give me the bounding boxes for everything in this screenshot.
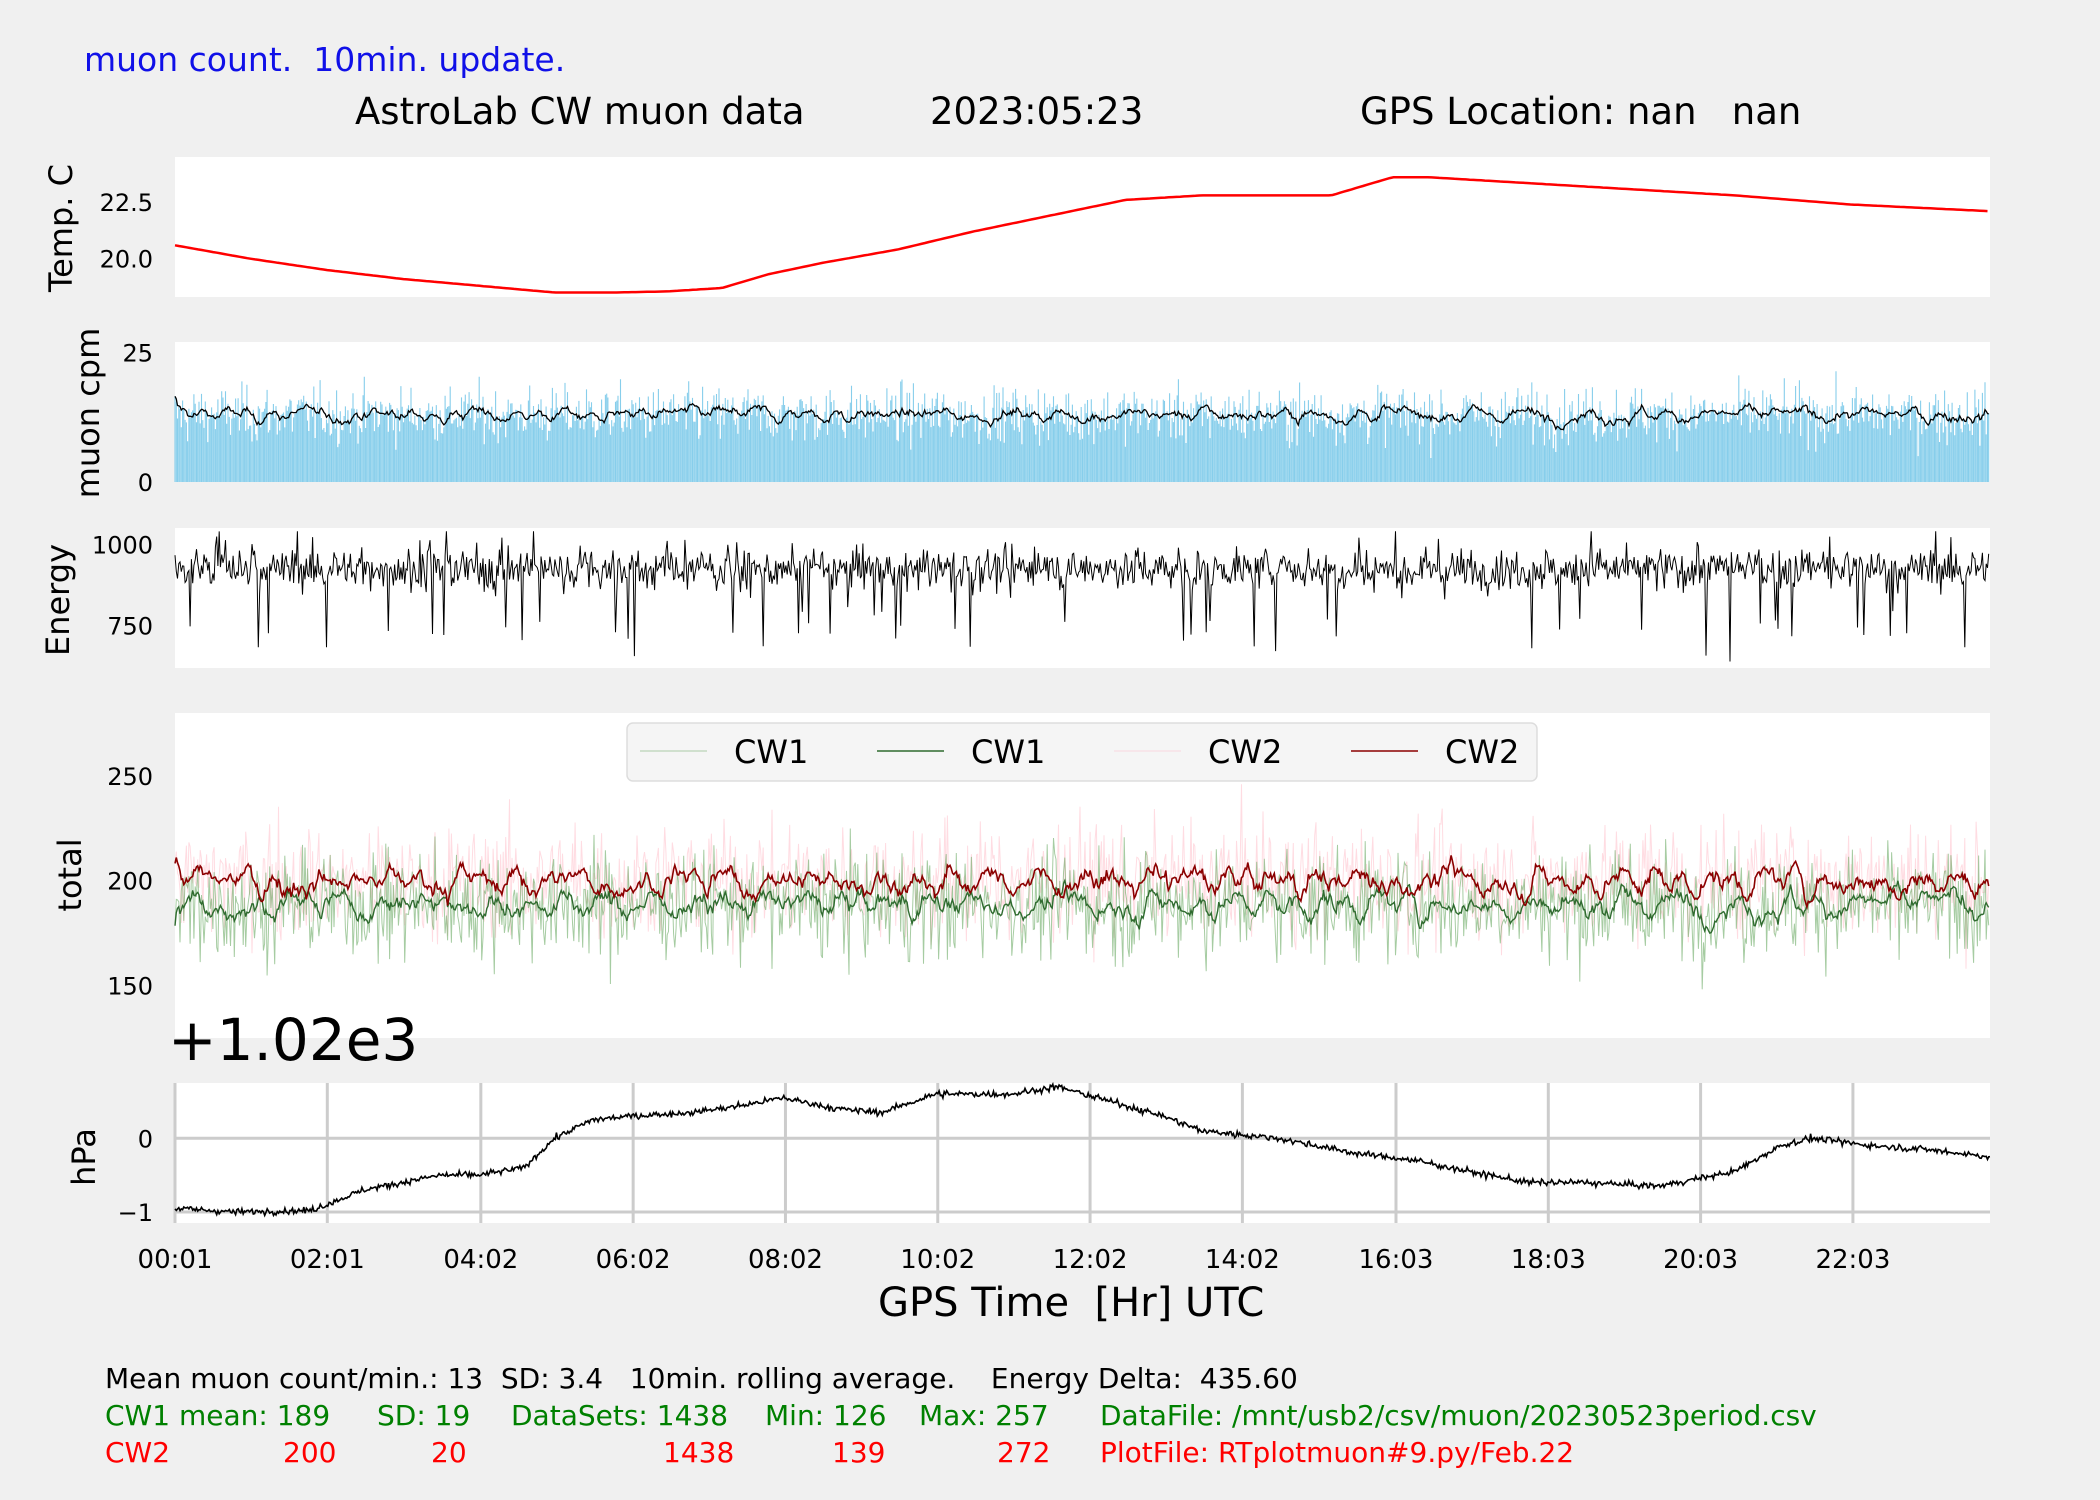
panel-pressure-bg: [175, 1083, 1990, 1223]
y-tick-label: 20.0: [100, 246, 153, 274]
muon-bars: [174, 371, 1990, 482]
y-tick-label: −1: [118, 1199, 153, 1227]
gps-location: GPS Location: nan nan: [1360, 90, 1802, 133]
cw2-plotfile: PlotFile: RTplotmuon#9.py/Feb.22: [1100, 1436, 1575, 1469]
total-ylabel: total: [51, 838, 89, 911]
x-tick-label: 22:03: [1815, 1245, 1890, 1275]
x-tick-label: 18:03: [1511, 1245, 1586, 1275]
muon-rolling-average-line: [174, 396, 1989, 431]
cw1-min: Min: 126: [765, 1399, 887, 1432]
x-tick-label: 10:02: [900, 1245, 975, 1275]
x-tick-label: 12:02: [1053, 1245, 1128, 1275]
cw1-datafile: DataFile: /mnt/usb2/csv/muon/20230523per…: [1100, 1399, 1817, 1432]
pressure-line: [174, 1081, 1991, 1218]
chart-title: AstroLab CW muon data: [355, 90, 805, 133]
cw2-mean: 200: [283, 1436, 337, 1469]
cw1-datasets: DataSets: 1438: [511, 1399, 729, 1432]
x-tick-label: 14:02: [1205, 1245, 1280, 1275]
x-axis-label: GPS Time [Hr] UTC: [878, 1280, 1265, 1326]
pressure-ylabel: hPa: [65, 1128, 103, 1186]
cw2-min: 139: [832, 1436, 886, 1469]
x-tick-label: 06:02: [596, 1245, 671, 1275]
cw1-raw-line: [174, 828, 1990, 990]
y-tick-label: 0: [138, 469, 153, 497]
cw1-max: Max: 257: [919, 1399, 1049, 1432]
y-tick-label: 1000: [92, 531, 153, 559]
x-tick-label: 16:03: [1359, 1245, 1434, 1275]
legend-label: CW1: [971, 733, 1045, 771]
legend-label: CW2: [1208, 733, 1282, 771]
cw1-mean: CW1 mean: 189: [105, 1399, 331, 1432]
cw2-raw-line: [174, 784, 1990, 969]
chart-date: 2023:05:23: [930, 90, 1144, 133]
energy-ylabel: Energy: [39, 544, 77, 656]
y-tick-label: 0: [138, 1125, 153, 1153]
y-tick-label: 22.5: [100, 189, 153, 217]
pressure-grid: [173, 1083, 1990, 1223]
tick-labels: 00:01 02:01 04:02 06:02 08:02 10:02 12:02 14:02…: [92, 189, 1890, 1275]
cw1-sd: SD: 19: [377, 1399, 471, 1432]
legend-label: CW1: [734, 733, 808, 771]
cw2-name: CW2: [105, 1436, 171, 1469]
y-tick-label: 750: [107, 613, 153, 641]
temperature-line: [174, 176, 1988, 294]
x-tick-label: 04:02: [443, 1245, 518, 1275]
y-tick-label: 150: [107, 973, 153, 1001]
cw2-sd: 20: [431, 1436, 467, 1469]
legend: CW1 CW1 CW2 CW2: [626, 722, 1538, 782]
chart-subtitle: muon count. 10min. update.: [84, 40, 566, 79]
muon-ylabel: muon cpm: [69, 328, 107, 499]
cw1-average-line: [174, 878, 1990, 934]
pressure-offset-label: +1.02e3: [168, 1006, 419, 1074]
legend-box: [626, 722, 1538, 782]
stats-line-muon: Mean muon count/min.: 13 SD: 3.4 10min. …: [105, 1362, 1298, 1395]
x-tick-label: 00:01: [138, 1245, 213, 1275]
x-tick-label: 02:01: [290, 1245, 365, 1275]
legend-label: CW2: [1445, 733, 1519, 771]
x-tick-label: 20:03: [1663, 1245, 1738, 1275]
x-tick-label: 08:02: [748, 1245, 823, 1275]
cw2-max: 272: [997, 1436, 1051, 1469]
y-tick-label: 25: [122, 339, 153, 367]
chart-marks: [174, 176, 1991, 1218]
cw2-datasets: 1438: [663, 1436, 735, 1469]
temp-ylabel: Temp. C: [42, 164, 80, 293]
y-tick-label: 250: [107, 763, 153, 791]
panel-temp-bg: [175, 157, 1990, 297]
cw2-average-line: [174, 855, 1990, 911]
y-tick-label: 200: [107, 868, 153, 896]
energy-line: [174, 531, 1990, 662]
